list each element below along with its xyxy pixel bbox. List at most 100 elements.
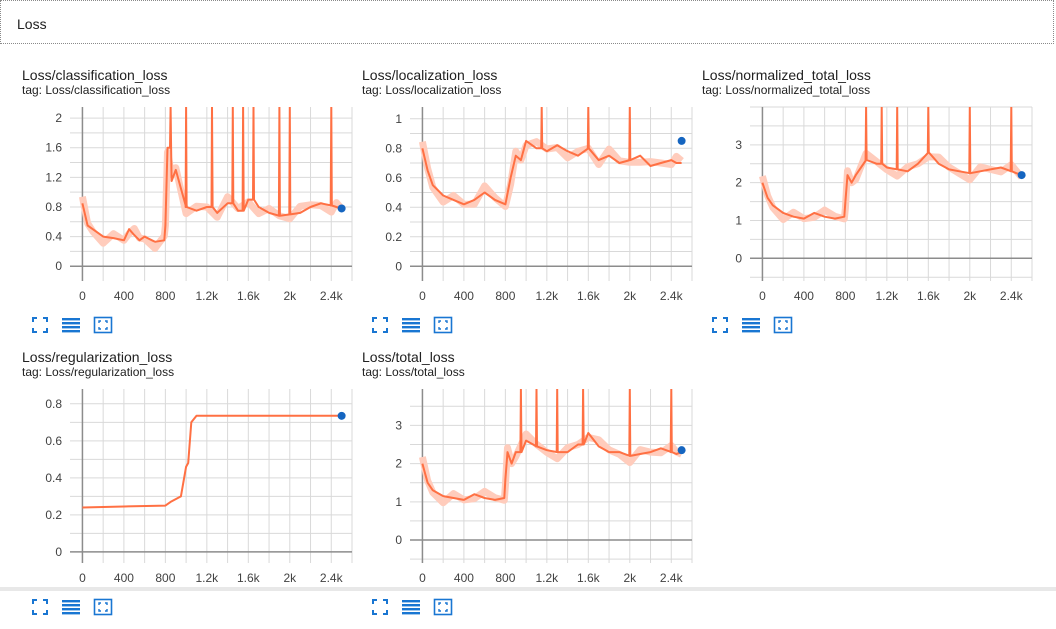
x-tick-label: 2.4k	[320, 289, 344, 303]
fit-to-data-icon	[433, 316, 453, 334]
x-tick-label: 2.4k	[660, 289, 684, 303]
chart-title: Loss/normalized_total_loss	[702, 67, 871, 83]
chart-plot[interactable]: 0 1 2 3 0 400 800 1.2k 1.6k 2k 2.4k	[702, 101, 1042, 311]
last-value-marker[interactable]	[677, 136, 686, 145]
fullscreen-button[interactable]	[30, 315, 50, 335]
y-tick-label: 0	[395, 533, 402, 547]
chart-plot[interactable]: 0 0.2 0.4 0.6 0.8 1 0 400 800 1.2k 1.6k 2k 2.4k	[362, 101, 702, 311]
y-tick-label: 0.8	[45, 200, 62, 214]
y-tick-label: 0	[735, 251, 742, 265]
fullscreen-icon	[32, 317, 48, 333]
fit-to-data-icon	[93, 316, 113, 334]
chart-card-regularization: Loss/regularization_loss tag: Loss/regula…	[22, 349, 362, 629]
fit-to-data-button[interactable]	[93, 315, 113, 335]
horizontal-scrollbar[interactable]	[0, 587, 1056, 591]
x-tick-label: 1.6k	[237, 289, 261, 303]
chart-plot[interactable]: 0 1 2 3 0 400 800 1.2k 1.6k 2k 2.4k	[362, 383, 702, 593]
y-tick-label: 0.8	[45, 397, 62, 411]
x-tick-label: 2k	[283, 289, 297, 303]
x-tick-label: 400	[454, 289, 474, 303]
series-line[interactable]	[421, 389, 682, 501]
x-tick-label: 0	[419, 571, 426, 585]
chart-title: Loss/regularization_loss	[22, 349, 173, 365]
y-tick-label: 2	[395, 457, 402, 471]
fullscreen-button[interactable]	[710, 315, 730, 335]
y-tick-label: 0	[55, 545, 62, 559]
list-icon	[402, 600, 420, 615]
fit-to-data-icon	[93, 598, 113, 616]
series-line[interactable]	[421, 107, 682, 206]
x-tick-label: 400	[794, 289, 814, 303]
fit-to-data-button[interactable]	[93, 597, 113, 617]
y-tick-label: 3	[735, 138, 742, 152]
x-tick-label: 1.2k	[876, 289, 900, 303]
fit-to-data-button[interactable]	[433, 597, 453, 617]
fullscreen-button[interactable]	[30, 597, 50, 617]
y-tick-label: 0.4	[45, 471, 62, 485]
x-tick-label: 1.6k	[577, 289, 601, 303]
x-tick-label: 2.4k	[660, 571, 684, 585]
x-tick-label: 800	[835, 289, 855, 303]
chart-tag: tag: Loss/normalized_total_loss	[702, 83, 871, 97]
y-tick-label: 1	[735, 213, 742, 227]
chart-tag: tag: Loss/classification_loss	[22, 83, 171, 97]
fullscreen-icon	[372, 317, 388, 333]
gridlines	[410, 389, 693, 563]
y-tick-label: 2	[55, 111, 62, 125]
fullscreen-icon	[712, 317, 728, 333]
y-tick-label: 0.4	[45, 230, 62, 244]
x-tick-label: 1.2k	[536, 571, 560, 585]
list-button[interactable]	[61, 597, 81, 617]
y-tick-label: 2	[735, 176, 742, 190]
x-tick-label: 800	[155, 289, 175, 303]
x-tick-label: 800	[155, 571, 175, 585]
x-tick-label: 0	[419, 289, 426, 303]
chart-card-localization: Loss/localization_loss tag: Loss/localiza…	[362, 67, 702, 347]
list-icon	[402, 318, 420, 333]
list-button[interactable]	[401, 315, 421, 335]
list-button[interactable]	[401, 597, 421, 617]
fit-to-data-button[interactable]	[773, 315, 793, 335]
y-tick-label: 0.8	[385, 141, 402, 155]
last-value-marker[interactable]	[1017, 171, 1026, 180]
y-tick-label: 3	[395, 418, 402, 432]
x-tick-label: 0	[79, 289, 86, 303]
series-line[interactable]	[761, 107, 1022, 220]
chart-title: Loss/classification_loss	[22, 67, 168, 83]
list-button[interactable]	[741, 315, 761, 335]
y-tick-label: 1.6	[45, 141, 62, 155]
x-tick-label: 1.2k	[196, 289, 220, 303]
x-tick-label: 1.2k	[536, 289, 560, 303]
group-header[interactable]: Loss	[0, 0, 1054, 44]
chart-card-total: Loss/total_loss tag: Loss/total_loss 0 1 2 3 0…	[362, 349, 702, 629]
x-tick-label: 1.6k	[917, 289, 941, 303]
gridlines	[750, 106, 1033, 281]
x-tick-label: 400	[114, 571, 134, 585]
chart-tag: tag: Loss/regularization_loss	[22, 365, 175, 379]
chart-card-normalized-total: Loss/normalized_total_loss tag: Loss/norm…	[702, 67, 1042, 347]
last-value-marker[interactable]	[677, 446, 686, 455]
x-tick-label: 0	[759, 289, 766, 303]
x-tick-label: 800	[495, 289, 515, 303]
fit-to-data-button[interactable]	[433, 315, 453, 335]
series-line[interactable]	[82, 414, 342, 509]
fullscreen-button[interactable]	[370, 315, 390, 335]
fullscreen-button[interactable]	[370, 597, 390, 617]
y-tick-label: 0.2	[385, 230, 402, 244]
x-tick-label: 400	[114, 289, 134, 303]
chart-plot[interactable]: 0 0.2 0.4 0.6 0.8 0 400 800 1.2k 1.6k 2k 2.4k	[22, 383, 362, 593]
x-tick-label: 0	[79, 571, 86, 585]
x-tick-label: 800	[495, 571, 515, 585]
list-icon	[742, 318, 760, 333]
last-value-marker[interactable]	[337, 204, 346, 213]
y-tick-label: 1	[395, 112, 402, 126]
list-button[interactable]	[61, 315, 81, 335]
x-tick-label: 2k	[963, 289, 977, 303]
last-value-marker[interactable]	[337, 411, 346, 420]
chart-plot[interactable]: 0 0.4 0.8 1.2 1.6 2 0 400 800 1.2k 1.6k 2k 2.4k	[22, 101, 362, 311]
series-line[interactable]	[81, 107, 342, 243]
y-tick-label: 0	[55, 259, 62, 273]
gridlines	[70, 389, 353, 563]
y-tick-label: 0.2	[45, 508, 62, 522]
raw-series-band	[418, 138, 684, 210]
